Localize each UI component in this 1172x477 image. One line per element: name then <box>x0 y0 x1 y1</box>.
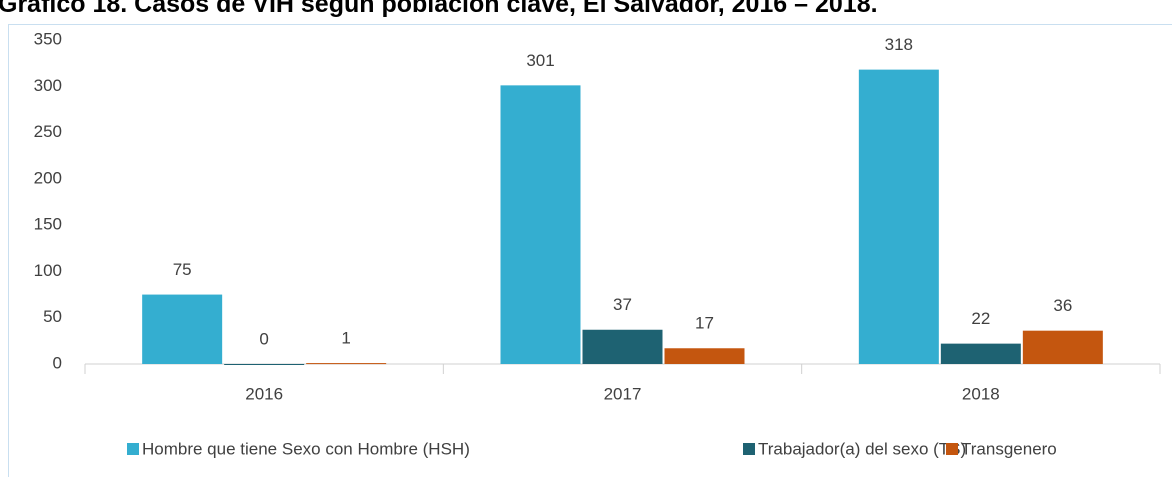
data-label: 0 <box>259 329 268 348</box>
bar <box>582 329 663 364</box>
legend-swatch <box>743 443 755 455</box>
bar <box>858 69 939 364</box>
bar <box>940 343 1021 364</box>
y-tick-label: 200 <box>34 168 62 187</box>
chart-title: Gráfico 18. Casos de VIH según población… <box>0 0 878 18</box>
y-tick-label: 100 <box>34 261 62 280</box>
x-tick-label: 2017 <box>604 384 642 403</box>
bar <box>224 364 305 365</box>
x-tick-label: 2016 <box>245 384 283 403</box>
data-label: 318 <box>885 35 913 54</box>
bar <box>500 85 581 365</box>
data-label: 75 <box>173 260 192 279</box>
chart-frame <box>8 24 1172 477</box>
bar <box>142 294 223 364</box>
bar <box>1022 330 1103 364</box>
y-tick-label: 50 <box>43 307 62 326</box>
data-label: 1 <box>341 329 350 348</box>
legend-swatch <box>946 443 958 455</box>
data-label: 37 <box>613 295 632 314</box>
data-label: 36 <box>1053 296 1072 315</box>
bar <box>664 348 745 364</box>
legend-label: Transgenero <box>961 439 1057 458</box>
data-label: 22 <box>971 309 990 328</box>
y-tick-label: 150 <box>34 215 62 234</box>
legend-label: Trabajador(a) del sexo (TS) <box>758 439 966 458</box>
legend-swatch <box>127 443 139 455</box>
y-tick-label: 300 <box>34 76 62 95</box>
legend-label: Hombre que tiene Sexo con Hombre (HSH) <box>142 439 470 458</box>
y-tick-label: 0 <box>53 353 62 372</box>
data-label: 17 <box>695 314 714 333</box>
bar <box>306 363 387 365</box>
y-tick-label: 250 <box>34 122 62 141</box>
x-tick-label: 2018 <box>962 384 1000 403</box>
data-label: 301 <box>526 51 554 70</box>
y-tick-label: 350 <box>34 29 62 48</box>
